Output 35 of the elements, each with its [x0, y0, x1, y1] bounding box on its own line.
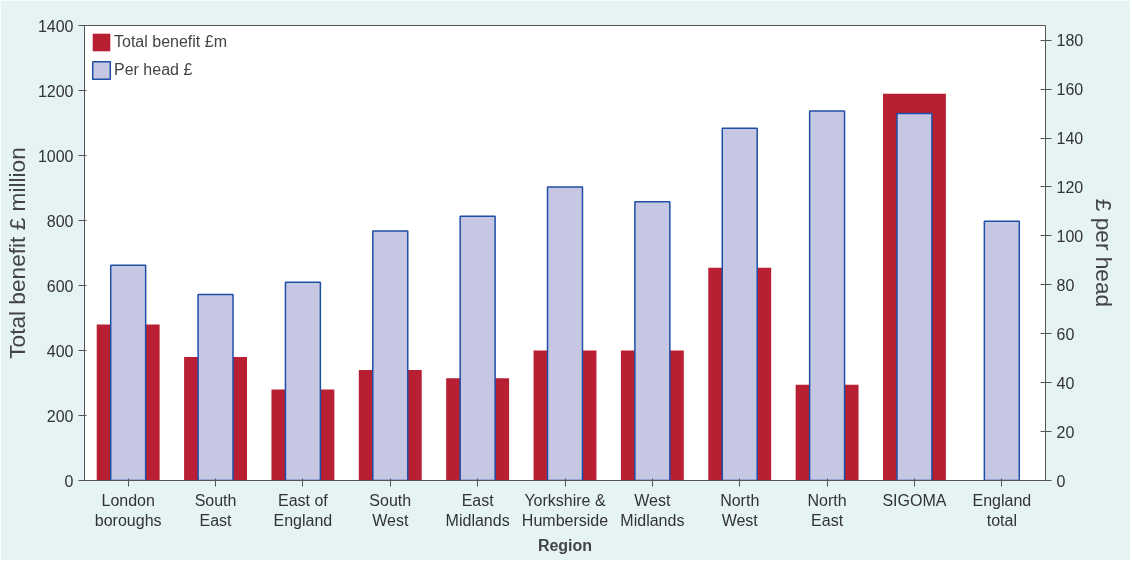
legend-label: Per head £ [114, 61, 193, 79]
y-tick-label: 200 [46, 407, 74, 425]
x-tick-label: North East [807, 491, 847, 529]
y-tick-label: 0 [64, 472, 74, 490]
x-tick-label: England total [972, 491, 1032, 529]
y-tick-label: 400 [46, 342, 74, 360]
legend-label: Total benefit £m [114, 33, 227, 51]
y2-tick-label: 140 [1056, 130, 1084, 148]
x-tick-label: SIGOMA [882, 491, 947, 509]
x-tick-label: North West [720, 491, 760, 529]
y2-tick-label: 0 [1056, 472, 1066, 490]
y2-tick-label: 180 [1056, 32, 1084, 50]
y2-tick-label: 120 [1056, 178, 1084, 196]
y-tick-label: 800 [46, 212, 74, 230]
x-tick-label: South East [194, 491, 237, 529]
bar [983, 220, 1021, 481]
y2-tick-label: 80 [1056, 276, 1075, 294]
y-axis-title: Total benefit £ million [3, 147, 30, 359]
y2-axis-title: £ per head [1091, 198, 1118, 308]
y2-tick-label: 40 [1056, 374, 1075, 392]
y2-tick-label: 100 [1056, 227, 1084, 245]
y2-tick-label: 20 [1056, 423, 1075, 441]
y-tick-label: 600 [46, 277, 74, 295]
x-tick-label: West Midlands [620, 491, 685, 529]
y2-tick-label: 60 [1056, 325, 1075, 343]
x-tick-label: London boroughs [94, 491, 162, 529]
x-tick-label: East of England [273, 491, 333, 529]
y-tick-label: 1000 [37, 147, 74, 165]
y2-tick-label: 160 [1056, 81, 1084, 99]
x-tick-label: East Midlands [445, 491, 510, 529]
x-tick-label: Yorkshire & Humberside [521, 491, 609, 529]
y-tick-label: 1200 [37, 82, 74, 100]
x-axis-title: Region [537, 536, 593, 554]
y-tick-label: 1400 [37, 17, 74, 35]
x-tick-label: South West [369, 491, 412, 529]
